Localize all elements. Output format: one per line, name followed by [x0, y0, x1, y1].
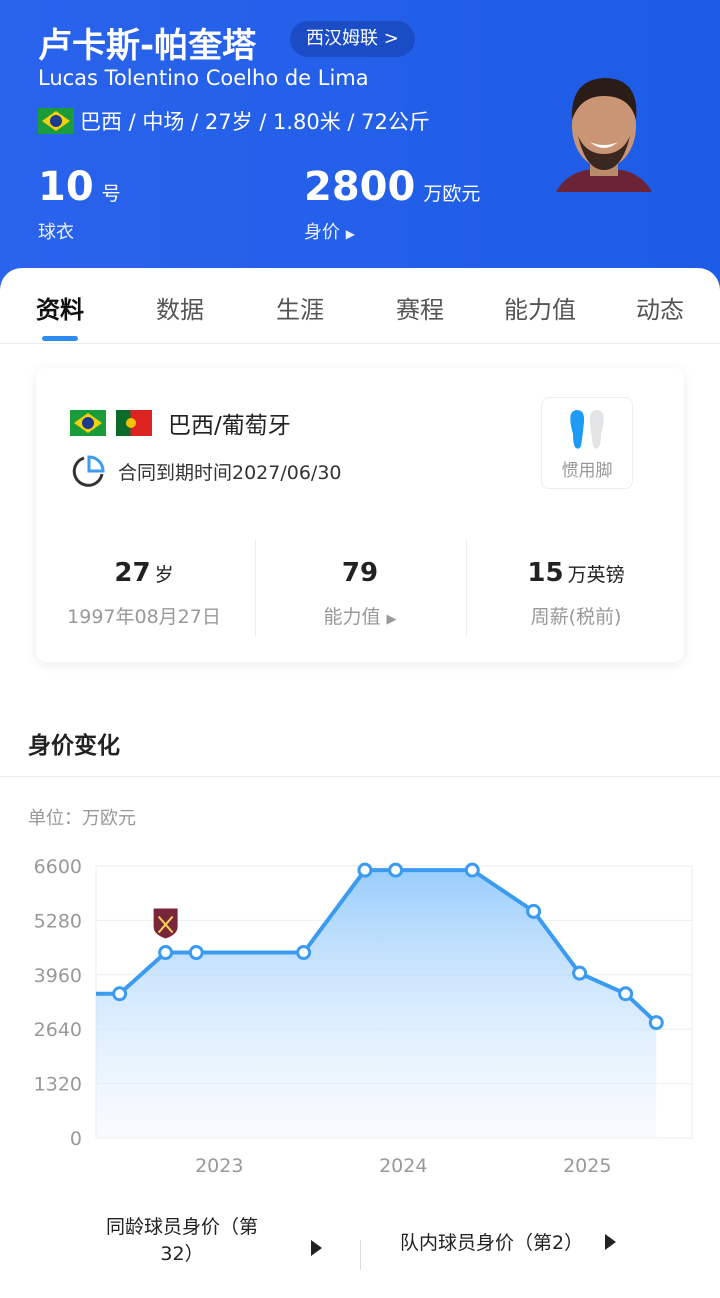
data-point	[464, 862, 480, 878]
contract-expiry: 合同到期时间2027/06/30	[72, 454, 342, 488]
data-point	[158, 945, 174, 961]
shirt-number-value: 10	[38, 164, 94, 210]
contract-text: 合同到期时间2027/06/30	[118, 461, 342, 484]
nationality-text: 巴西/葡萄牙	[168, 413, 291, 439]
wage-value: 15	[527, 558, 564, 588]
ability-label: 能力值	[323, 606, 381, 628]
x-tick-label: 2024	[379, 1155, 427, 1177]
brazil-flag-icon	[38, 108, 74, 134]
area-fill	[96, 870, 657, 1138]
data-point	[112, 986, 128, 1002]
shirt-number: 10 号	[38, 164, 121, 210]
market-value-chart: 0 1320 2640 3960 5280 6600 2023 2024 2025	[34, 856, 693, 1177]
divider	[466, 540, 467, 636]
tab-career[interactable]: 生涯	[276, 296, 324, 324]
section-title: 身价变化	[28, 733, 120, 759]
x-tick-label: 2025	[563, 1155, 611, 1177]
data-point	[188, 945, 204, 961]
value-line	[96, 868, 658, 1025]
birth-date: 1997年08月27日	[67, 606, 221, 628]
y-tick-label: 3960	[34, 965, 82, 987]
tab-schedule[interactable]: 赛程	[396, 296, 444, 324]
tab-ability[interactable]: 能力值	[504, 296, 576, 324]
west-ham-badge-icon	[153, 908, 178, 939]
y-tick-label: 2640	[34, 1019, 82, 1041]
caret-right-icon	[605, 1233, 617, 1250]
wage-label: 周薪(税前)	[530, 606, 622, 628]
data-point	[572, 965, 588, 981]
active-tab-indicator	[42, 336, 78, 341]
team-rank-text: 队内球员身价（第2）	[400, 1232, 584, 1254]
market-value: 2800 万欧元	[304, 164, 480, 210]
data-point	[648, 1015, 664, 1031]
contract-clock-icon	[72, 455, 105, 487]
tab-profile[interactable]: 资料	[36, 296, 84, 324]
player-info: 巴西 / 中场 / 27岁 / 1.80米 / 72公斤	[38, 106, 430, 136]
preferred-foot-label: 惯用脚	[561, 461, 613, 481]
team-value-rank-link[interactable]: 队内球员身价（第2）	[400, 1228, 617, 1255]
preferred-foot: 惯用脚	[541, 397, 633, 489]
y-tick-label: 1320	[34, 1074, 82, 1096]
shirt-number-unit: 号	[101, 183, 121, 205]
player-photo	[556, 78, 652, 192]
caret-right-icon: ▶	[386, 612, 397, 627]
data-point	[296, 945, 312, 961]
caret-right-icon: ▶	[345, 227, 355, 241]
y-tick-label: 5280	[34, 910, 82, 932]
divider	[360, 1240, 361, 1270]
brazil-flag-icon	[70, 410, 106, 436]
age-unit: 岁	[154, 564, 174, 586]
market-value-unit: 万欧元	[423, 183, 481, 205]
portugal-flag-icon	[116, 410, 152, 436]
x-tick-label: 2023	[195, 1155, 243, 1177]
y-tick-label: 6600	[34, 856, 82, 878]
tab-news[interactable]: 动态	[636, 296, 684, 324]
tab-bar: 资料 数据 生涯 赛程 能力值 动态	[0, 268, 720, 344]
divider	[0, 776, 720, 777]
caret-right-icon	[311, 1240, 322, 1256]
data-point	[526, 903, 542, 919]
wage-stat: 15 万英镑 周薪(税前)	[468, 558, 684, 629]
nationality: 巴西/葡萄牙	[70, 406, 291, 440]
player-name: 卢卡斯-帕奎塔	[38, 26, 257, 66]
market-value-label: 身价	[304, 222, 340, 243]
data-point	[357, 862, 373, 878]
ability-stat[interactable]: 79 能力值 ▶	[252, 558, 468, 629]
ability-value: 79	[341, 558, 379, 588]
wage-unit: 万英镑	[567, 564, 625, 586]
player-english-name: Lucas Tolentino Coelho de Lima	[38, 66, 369, 90]
player-header: 卢卡斯-帕奎塔 西汉姆联 > Lucas Tolentino Coelho de…	[0, 0, 720, 290]
peer-value-rank-link[interactable]: 同龄球员身价（第32）	[92, 1216, 322, 1268]
feet-icon	[570, 410, 604, 449]
age-stat: 27 岁 1997年08月27日	[36, 558, 252, 629]
market-value-number: 2800	[304, 164, 416, 210]
age-value: 27	[114, 558, 151, 588]
player-info-text: 巴西 / 中场 / 27岁 / 1.80米 / 72公斤	[80, 110, 430, 134]
peer-rank-text: 同龄球员身价（第32）	[105, 1216, 258, 1265]
player-profile-card: 巴西/葡萄牙 合同到期时间2027/06/30 惯用脚 27 岁 1997年08月…	[36, 368, 684, 662]
tab-stats[interactable]: 数据	[156, 296, 204, 324]
shirt-label: 球衣	[38, 222, 74, 243]
data-point	[388, 862, 404, 878]
y-tick-label: 0	[70, 1128, 82, 1150]
market-value-link[interactable]: 身价 ▶	[304, 218, 355, 244]
club-link-button[interactable]: 西汉姆联 >	[290, 21, 415, 57]
data-point	[618, 986, 634, 1002]
divider	[255, 540, 256, 636]
chart-unit: 单位：万欧元	[28, 808, 136, 829]
